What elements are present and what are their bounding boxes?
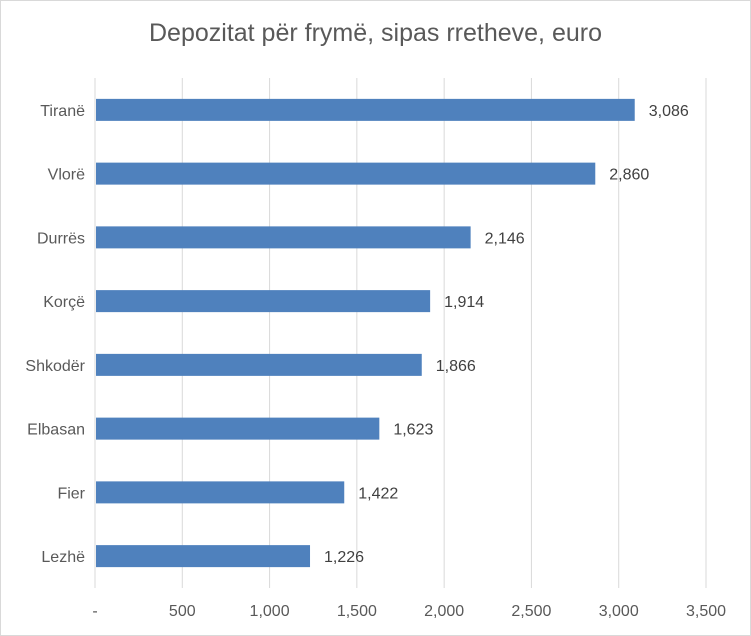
y-category-label: Shkodër — [25, 358, 85, 375]
data-label: 3,086 — [649, 103, 689, 120]
data-label: 2,860 — [609, 167, 649, 184]
x-tick-label: 1,000 — [250, 603, 290, 620]
bar-6 — [96, 481, 345, 504]
y-category-label: Vlorë — [48, 167, 85, 184]
y-category-label: Tiranë — [40, 103, 85, 120]
data-label: 1,914 — [444, 294, 484, 311]
y-category-label: Lezhë — [41, 549, 85, 566]
y-category-label: Korçë — [43, 294, 85, 311]
bar-0 — [96, 98, 635, 121]
x-tick-label: - — [92, 603, 97, 620]
bar-3 — [96, 290, 431, 313]
x-tick-label: 2,000 — [424, 603, 464, 620]
data-label: 1,623 — [393, 422, 433, 439]
x-tick-label: 1,500 — [337, 603, 377, 620]
bar-7 — [96, 545, 311, 568]
data-label: 1,422 — [358, 485, 398, 502]
x-tick-label: 3,000 — [599, 603, 639, 620]
bar-4 — [96, 353, 422, 376]
x-tick-label: 500 — [169, 603, 196, 620]
x-tick-label: 2,500 — [511, 603, 551, 620]
y-category-label: Elbasan — [27, 422, 85, 439]
bar-1 — [96, 162, 596, 185]
x-tick-label: 3,500 — [686, 603, 726, 620]
y-category-label: Durrës — [37, 230, 85, 247]
bar-2 — [96, 226, 471, 249]
data-label: 1,866 — [436, 358, 476, 375]
data-label: 1,226 — [324, 549, 364, 566]
bar-5 — [96, 417, 380, 440]
chart-title: Depozitat për frymë, sipas rretheve, eur… — [149, 19, 602, 47]
y-category-label: Fier — [57, 485, 85, 502]
data-label: 2,146 — [485, 230, 525, 247]
